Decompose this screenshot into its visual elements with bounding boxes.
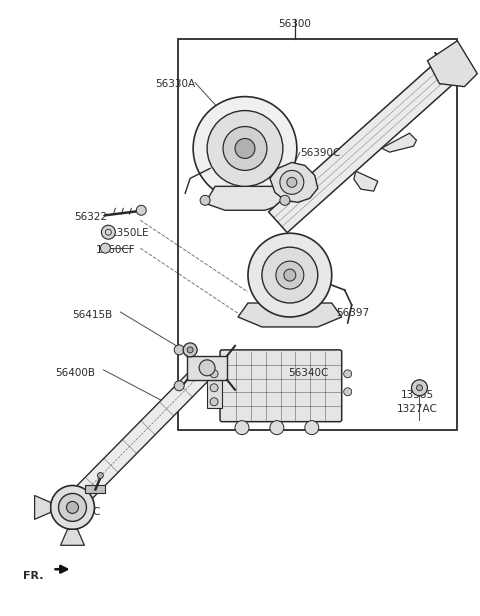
Polygon shape [65, 363, 212, 511]
Circle shape [200, 195, 210, 205]
Circle shape [417, 385, 422, 391]
Circle shape [136, 205, 146, 215]
Circle shape [50, 485, 95, 529]
Polygon shape [238, 303, 342, 327]
Circle shape [287, 177, 297, 187]
Circle shape [270, 421, 284, 435]
Circle shape [276, 261, 304, 289]
Polygon shape [85, 485, 106, 493]
Circle shape [411, 380, 428, 395]
Circle shape [210, 384, 218, 392]
Text: 56340C: 56340C [288, 368, 328, 378]
Circle shape [344, 387, 352, 395]
Bar [178, 39, 457, 429]
Circle shape [193, 97, 297, 200]
Circle shape [280, 195, 290, 205]
Text: 56415C: 56415C [60, 508, 101, 517]
Circle shape [187, 347, 193, 353]
Text: 1327AC: 1327AC [397, 403, 438, 414]
Circle shape [199, 360, 215, 376]
Polygon shape [187, 356, 227, 380]
Polygon shape [207, 364, 222, 408]
Circle shape [59, 493, 86, 521]
Circle shape [210, 398, 218, 406]
Circle shape [210, 370, 218, 378]
Text: 56397: 56397 [336, 308, 369, 318]
Polygon shape [354, 171, 378, 191]
Circle shape [235, 421, 249, 435]
Polygon shape [270, 163, 318, 202]
Text: 1350LE: 1350LE [110, 229, 149, 238]
Circle shape [174, 381, 184, 391]
Circle shape [67, 501, 78, 513]
Polygon shape [60, 529, 84, 545]
Circle shape [100, 243, 110, 253]
Text: 56322: 56322 [74, 213, 108, 222]
Circle shape [248, 233, 332, 317]
Circle shape [305, 421, 319, 435]
Circle shape [97, 472, 103, 479]
Circle shape [207, 111, 283, 187]
Polygon shape [428, 41, 477, 87]
Text: 13385: 13385 [401, 390, 434, 400]
Circle shape [344, 370, 352, 378]
Circle shape [280, 171, 304, 194]
Circle shape [235, 139, 255, 158]
Text: 56330A: 56330A [155, 79, 195, 89]
Polygon shape [382, 133, 417, 152]
Text: 56400B: 56400B [56, 368, 96, 378]
Polygon shape [268, 52, 464, 233]
Text: FR.: FR. [23, 571, 43, 582]
FancyBboxPatch shape [220, 350, 342, 422]
Circle shape [223, 126, 267, 171]
Circle shape [183, 343, 197, 357]
Text: 1360CF: 1360CF [96, 245, 135, 255]
Text: 56300: 56300 [278, 19, 311, 29]
Circle shape [101, 225, 115, 239]
Circle shape [262, 247, 318, 303]
Text: 56390C: 56390C [300, 148, 340, 158]
Polygon shape [35, 495, 50, 519]
Circle shape [284, 269, 296, 281]
Text: 56415B: 56415B [72, 310, 113, 320]
Polygon shape [205, 187, 285, 210]
Circle shape [174, 345, 184, 355]
